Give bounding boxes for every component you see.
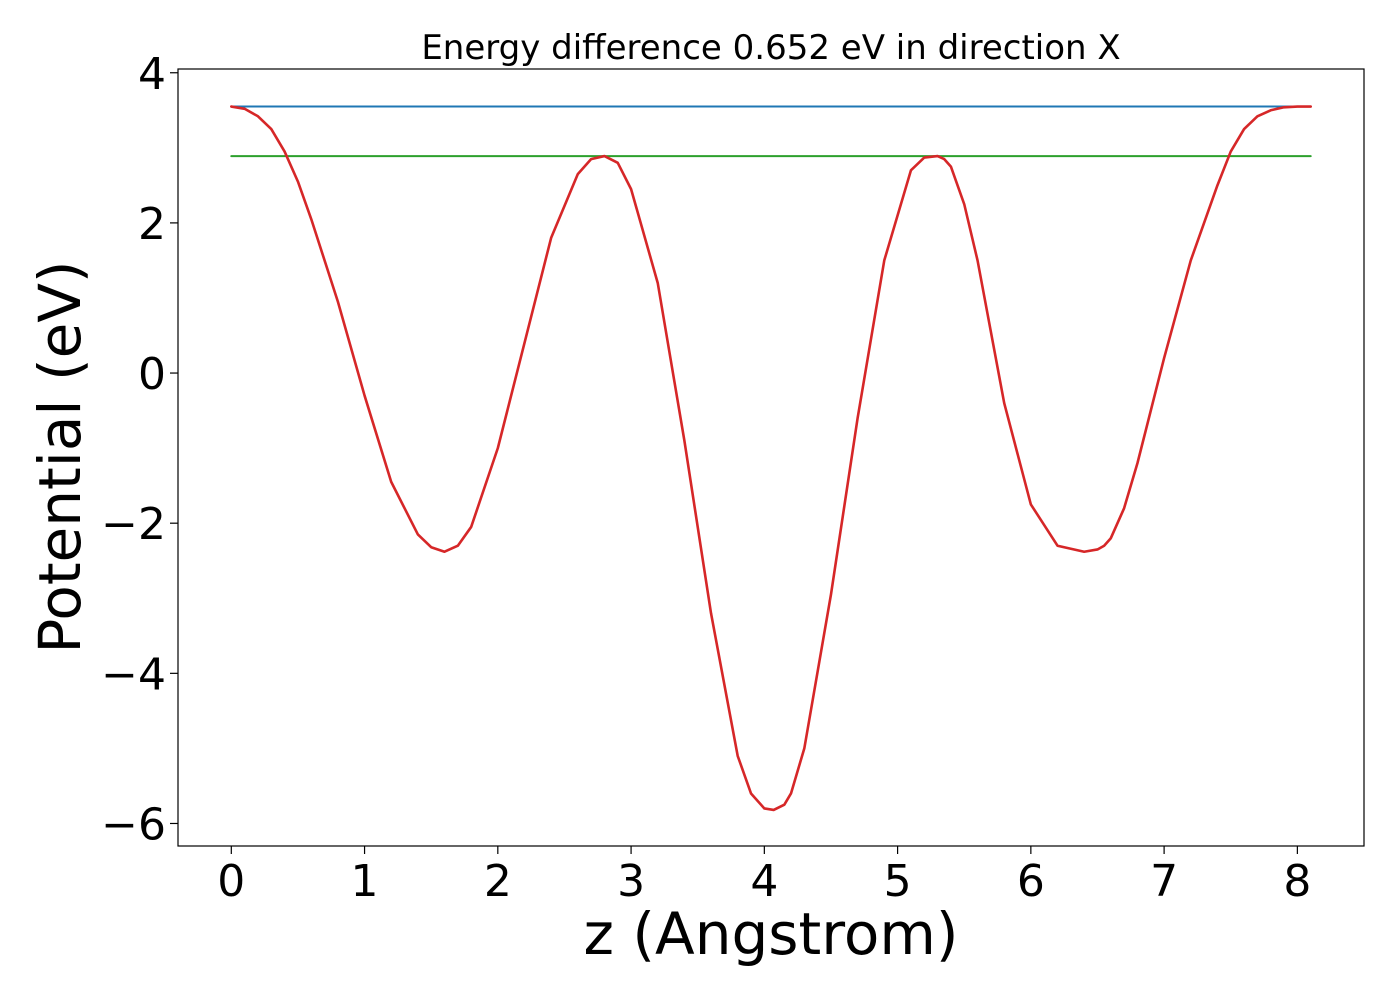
x-tick-label-8: 8: [1283, 856, 1311, 907]
x-axis-title: z (Angstrom): [584, 900, 959, 968]
y-tick-label-5: 4: [138, 49, 166, 100]
x-tick-label-5: 5: [884, 856, 912, 907]
x-tick-label-2: 2: [484, 856, 512, 907]
y-axis-title: Potential (eV): [26, 260, 94, 653]
x-tick-label-3: 3: [617, 856, 645, 907]
potential-curve: [230, 105, 1312, 812]
x-tick-label-7: 7: [1150, 856, 1178, 907]
x-tick-label-1: 1: [351, 856, 379, 907]
x-axis: 0 1 2 3 4 5 6 7 8: [217, 846, 1311, 907]
plot-frame: [177, 68, 1365, 847]
y-axis: −6 −4 −2 0 2 4: [101, 49, 178, 850]
y-tick-label-0: −6: [101, 799, 166, 850]
y-tick-label-4: 2: [138, 199, 166, 250]
y-tick-label-1: −4: [101, 649, 166, 700]
x-tick-label-0: 0: [217, 856, 245, 907]
x-tick-label-6: 6: [1017, 856, 1045, 907]
y-tick-label-2: −2: [101, 499, 166, 550]
chart-title: Energy difference 0.652 eV in direction …: [421, 28, 1120, 68]
x-tick-label-4: 4: [750, 856, 778, 907]
y-tick-label-3: 0: [138, 349, 166, 400]
series-layer: [230, 105, 1312, 812]
plot-area: [177, 68, 1365, 847]
